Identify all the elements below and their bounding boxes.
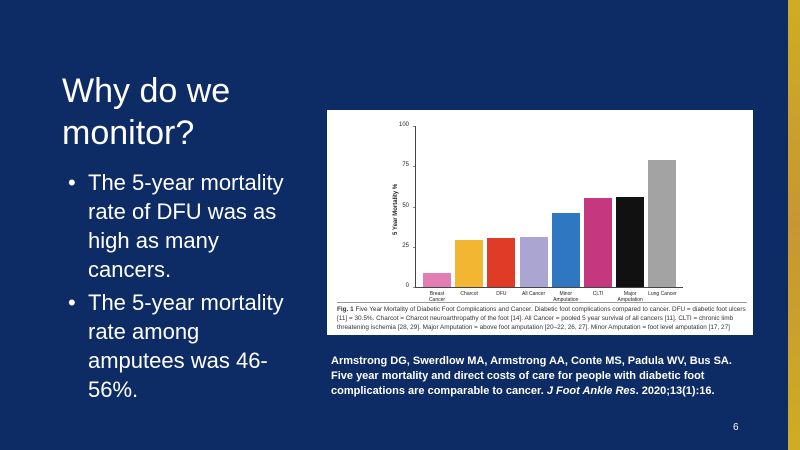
citation-journal: J Foot Ankle Res [546, 385, 636, 397]
caption-text: Five Year Mortality of Diabetic Foot Com… [337, 306, 746, 331]
bar [584, 198, 612, 287]
bullet: The 5-year mortality rate of DFU was as … [68, 168, 298, 284]
x-tick-label: Minor Amputation [553, 291, 579, 303]
y-tick-label: 0 [405, 283, 409, 289]
bar [487, 237, 516, 287]
x-tick-label: Breast Cancer [428, 291, 446, 303]
bar [648, 159, 677, 287]
x-tick-label: Major Amputation [617, 291, 643, 303]
tick-mark [413, 246, 416, 248]
slide-title: Why do we monitor? [62, 72, 231, 152]
x-tick-label: DFU [496, 291, 507, 297]
citation-authors: Armstrong DG, Swerdlow MA, Armstrong AA,… [331, 355, 732, 397]
bullet-list: The 5-year mortality rate of DFU was as … [68, 168, 298, 408]
tick-mark [413, 287, 416, 288]
y-axis [415, 126, 416, 287]
citation: Armstrong DG, Swerdlow MA, Armstrong AA,… [331, 354, 751, 399]
bar [616, 196, 645, 287]
bullet: The 5-year mortality rate among amputees… [68, 288, 298, 404]
accent-stripe [788, 0, 800, 450]
figure: 0 25 50 75 100 5 Year Mortality % Breast Cance… [327, 110, 753, 335]
y-tick-label: 100 [398, 122, 409, 128]
x-tick-label: All Cancer [522, 291, 546, 297]
tick-mark [413, 206, 416, 208]
y-axis-label: 5 Year Mortality % [393, 183, 399, 235]
x-tick-label: CLTI [592, 291, 604, 297]
citation-details: . 2020;13(1):16. [635, 385, 715, 397]
x-tick-label: Charcot [460, 291, 478, 297]
tick-mark [413, 166, 416, 168]
y-tick-label: 25 [402, 242, 409, 249]
caption-label: Fig. 1 [337, 306, 354, 313]
tick-mark [413, 126, 416, 127]
page-number: 6 [733, 422, 739, 433]
bar [519, 237, 548, 287]
bar [455, 240, 484, 287]
y-tick-label: 50 [402, 202, 409, 209]
bar [551, 212, 580, 287]
figure-caption: Fig. 1 Five Year Mortality of Diabetic F… [337, 302, 747, 332]
y-tick-label: 75 [402, 162, 409, 169]
x-axis [415, 287, 683, 288]
x-tick-label: Lung Cancer [648, 291, 677, 297]
plot-area: 0 25 50 75 100 5 Year Mortality % Breast Cance… [327, 110, 753, 303]
bar [423, 273, 451, 287]
